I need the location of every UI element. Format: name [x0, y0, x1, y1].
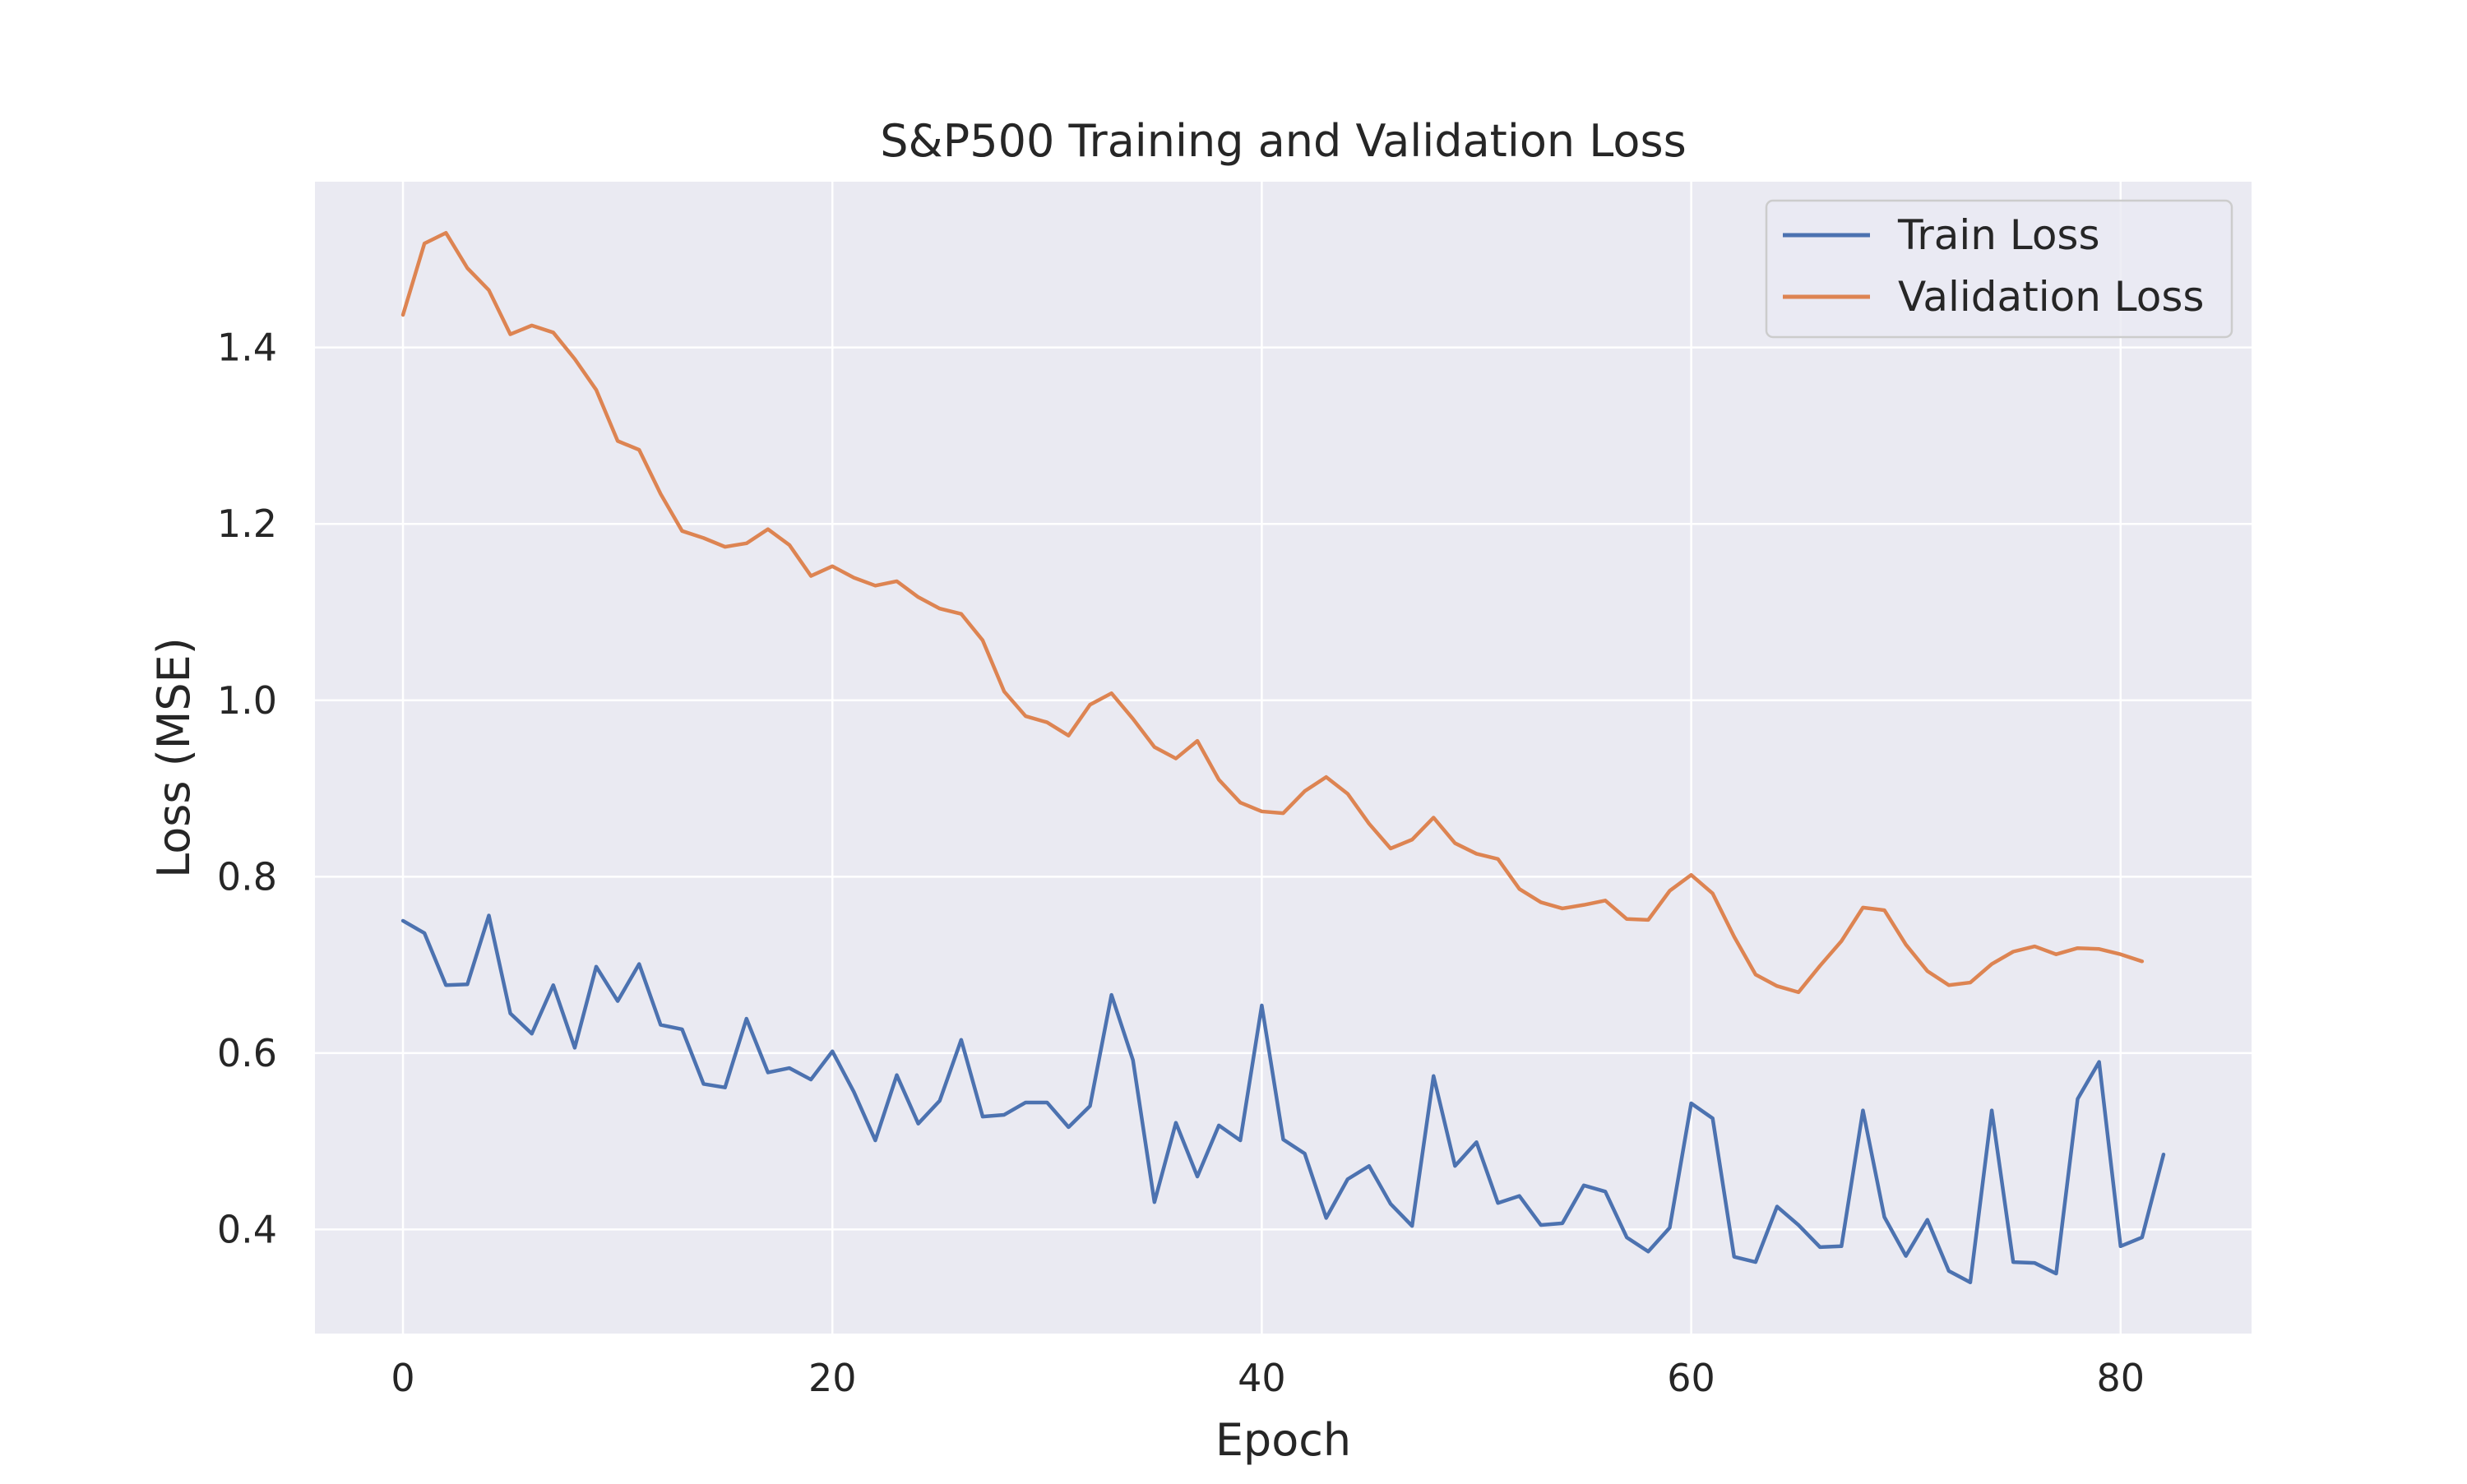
grid-lines: [315, 182, 2252, 1334]
legend-label-train-loss: Train Loss: [1897, 211, 2100, 259]
y-tick-label: 1.0: [217, 678, 277, 723]
x-tick-label: 60: [1667, 1356, 1715, 1400]
x-axis-ticks: 0 20 40 60 80: [391, 1356, 2145, 1400]
y-axis-ticks: 0.4 0.6 0.8 1.0 1.2 1.4: [217, 326, 277, 1252]
y-tick-label: 0.8: [217, 854, 277, 899]
x-axis-label: Epoch: [1215, 1414, 1351, 1466]
y-tick-label: 1.4: [217, 326, 277, 370]
x-tick-label: 40: [1238, 1356, 1286, 1400]
legend-frame: [1765, 199, 2233, 339]
y-tick-label: 0.4: [217, 1207, 277, 1251]
y-tick-label: 0.6: [217, 1031, 277, 1075]
legend: Train Loss Validation Loss: [1765, 199, 2233, 339]
plot-area: [315, 182, 2252, 1334]
series-line-train-loss: [400, 913, 2166, 1285]
y-tick-label: 1.2: [217, 502, 277, 546]
series-line-validation-loss: [400, 230, 2145, 995]
x-tick-label: 80: [2096, 1356, 2145, 1400]
chart-title: S&P500 Training and Validation Loss: [880, 115, 1686, 167]
x-tick-label: 20: [808, 1356, 857, 1400]
series-lines: [400, 230, 2166, 1285]
legend-label-validation-loss: Validation Loss: [1898, 273, 2204, 321]
x-tick-label: 0: [391, 1356, 414, 1400]
y-axis-label: Loss (MSE): [148, 637, 200, 878]
